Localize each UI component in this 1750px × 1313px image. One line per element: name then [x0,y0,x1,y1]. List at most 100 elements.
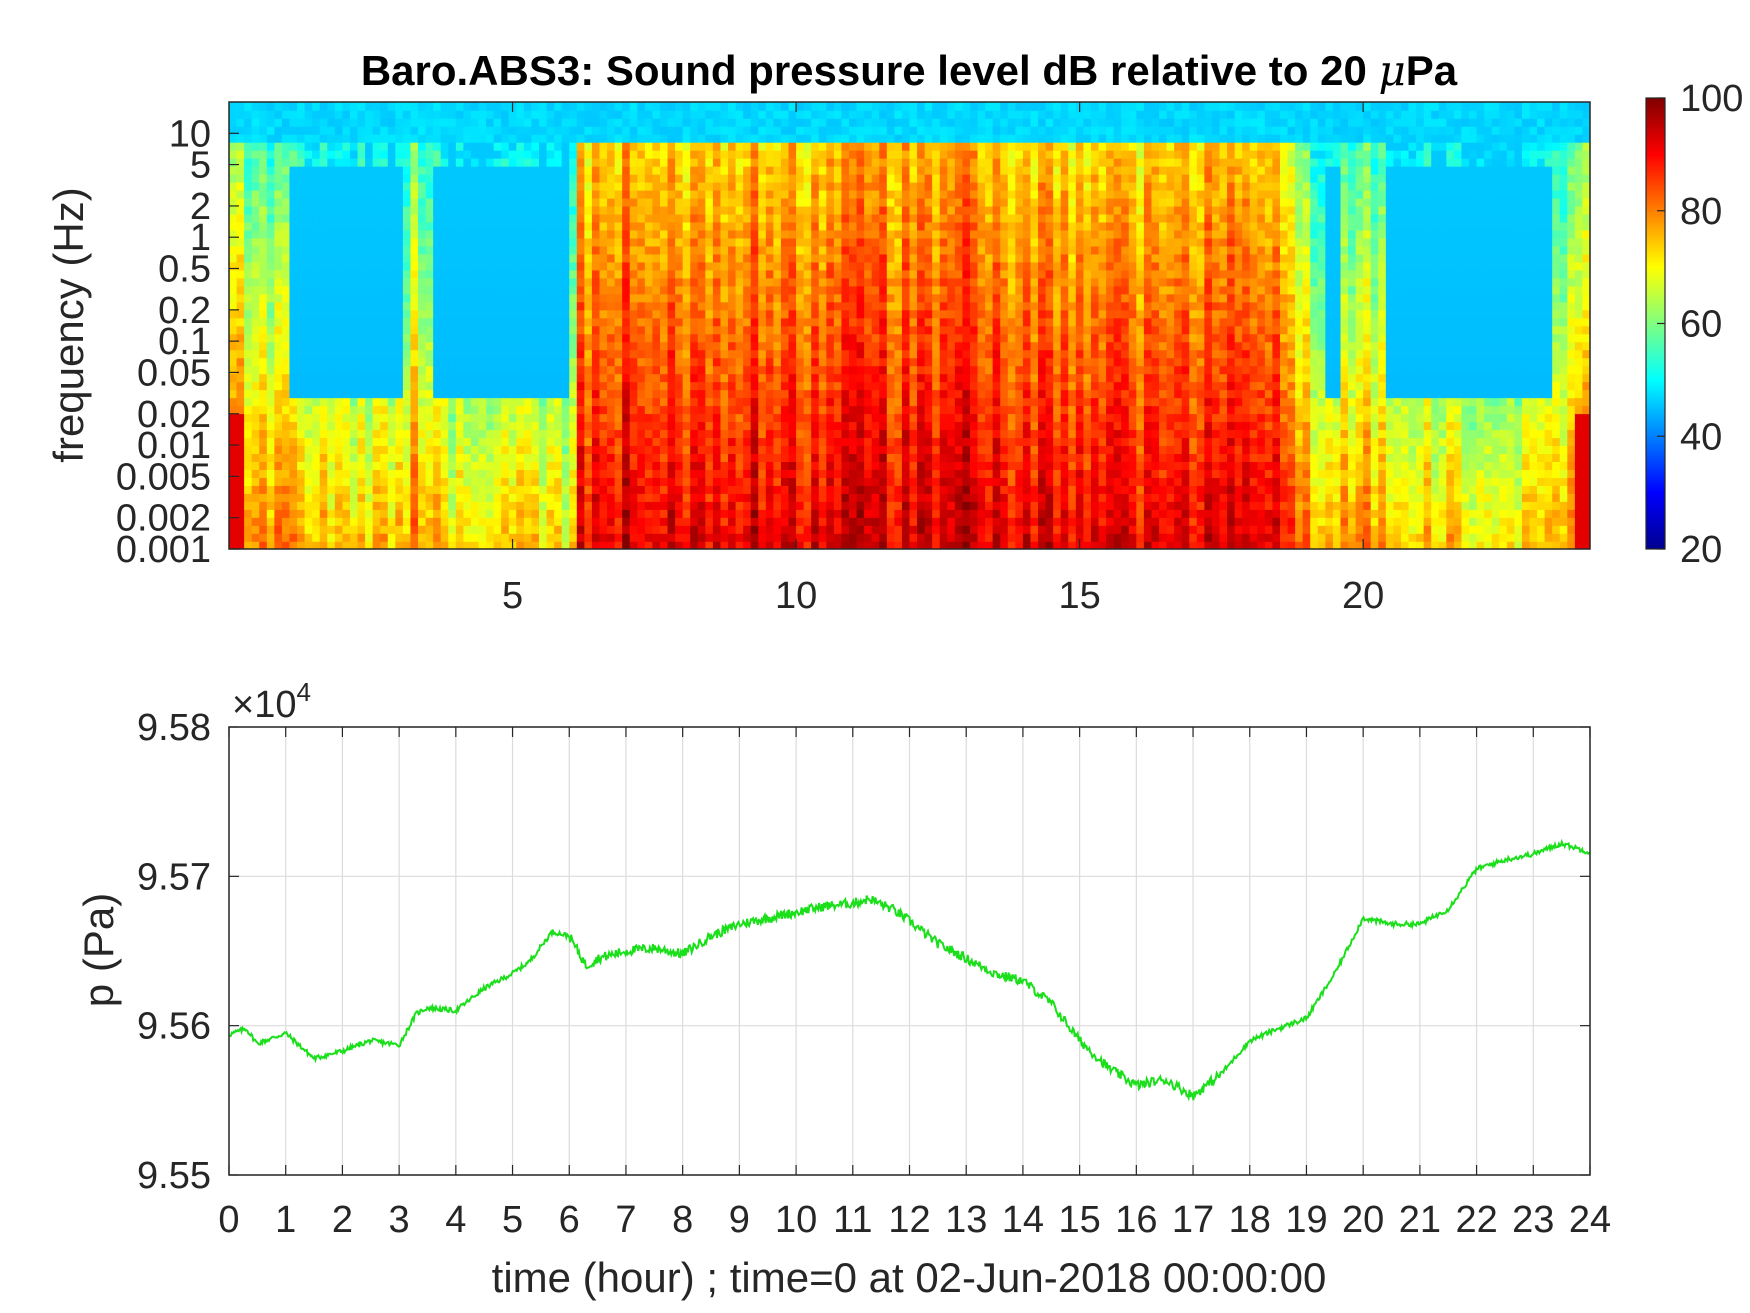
heat-cell [297,493,306,502]
heat-cell [667,221,676,231]
heat-cell [539,149,548,159]
heat-cell [765,157,775,167]
heat-cell [743,341,752,351]
heat-cell [720,133,729,143]
heat-cell [342,405,351,415]
heat-cell [251,213,261,223]
heat-cell [856,373,865,383]
heat-cell [501,285,510,295]
heat-cell [856,469,865,478]
heat-cell [372,197,382,207]
heat-cell [690,469,699,478]
heat-cell [682,197,692,207]
heat-cell [319,109,329,119]
heat-cell [561,269,571,279]
heat-cell [251,349,261,359]
heat-cell [297,317,306,327]
heat-cell [743,509,752,518]
heat-cell [327,317,336,327]
heat-cell [728,149,737,159]
heat-cell [871,229,881,239]
heat-cell [675,189,684,199]
heat-cell [433,221,442,231]
heat-cell [501,253,510,263]
heat-cell [334,429,344,439]
heat-cell [402,229,412,239]
heat-cell [773,453,782,462]
heat-cell [750,117,760,127]
heat-cell [289,293,298,303]
heat-cell [811,397,820,407]
heat-cell [841,149,850,159]
heat-cell [259,333,268,343]
heat-cell [440,181,450,191]
heat-cell [433,413,442,423]
heat-cell [327,157,336,167]
heat-cell [682,205,692,215]
heat-cell [667,381,676,391]
heat-cell [856,509,865,518]
heat-cell [319,461,329,470]
heat-cell [584,125,593,135]
heat-cell [584,197,593,207]
heat-cell [501,149,510,159]
heat-cell [758,341,767,351]
heat-cell [675,533,684,542]
heat-cell [312,509,321,518]
heat-cell [554,429,563,439]
heat-cell [705,141,714,151]
heat-cell [448,445,457,455]
heat-cell [418,437,427,447]
heat-cell [531,293,540,303]
heat-cell [546,277,555,287]
heat-cell [864,533,873,542]
heat-cell [448,293,457,303]
heat-cell [289,429,298,439]
heat-cell [743,125,752,135]
heat-cell [856,181,865,191]
heat-cell [357,501,366,510]
heat-cell [501,333,510,343]
heat-cell [251,102,261,111]
heat-cell [576,141,586,151]
heat-cell [297,373,306,383]
heat-cell [728,341,737,351]
heat-cell [508,421,518,431]
heat-cell [675,501,684,510]
heat-cell [342,373,351,383]
heat-cell [486,509,495,518]
heat-cell [690,309,699,319]
heat-cell [410,221,419,231]
heat-cell [659,469,669,478]
heat-cell [682,309,692,319]
heat-cell [584,341,593,351]
heat-cell [281,213,291,223]
heat-cell [735,117,744,127]
heat-cell [811,381,820,391]
heat-cell [712,501,722,510]
heat-cell [765,285,775,295]
heat-cell [229,261,238,271]
heat-cell [523,253,533,263]
heat-cell [402,405,412,415]
heat-cell [871,197,881,207]
heat-cell [319,237,329,247]
heat-cell [312,261,321,271]
heat-cell [561,237,571,247]
heat-cell [539,469,548,478]
heat-cell [319,533,329,542]
heat-cell [418,413,427,423]
heat-cell [811,181,820,191]
heat-cell [418,285,427,295]
heat-cell [425,237,434,247]
heat-cell [387,117,397,127]
heat-cell [675,301,684,311]
heat-cell [539,493,548,502]
heat-cell [486,541,495,549]
heat-cell [841,301,850,311]
heat-cell [735,205,744,215]
heat-cell [591,261,601,271]
heat-cell [644,277,654,287]
heat-cell [402,173,412,183]
heat-cell [705,309,714,319]
